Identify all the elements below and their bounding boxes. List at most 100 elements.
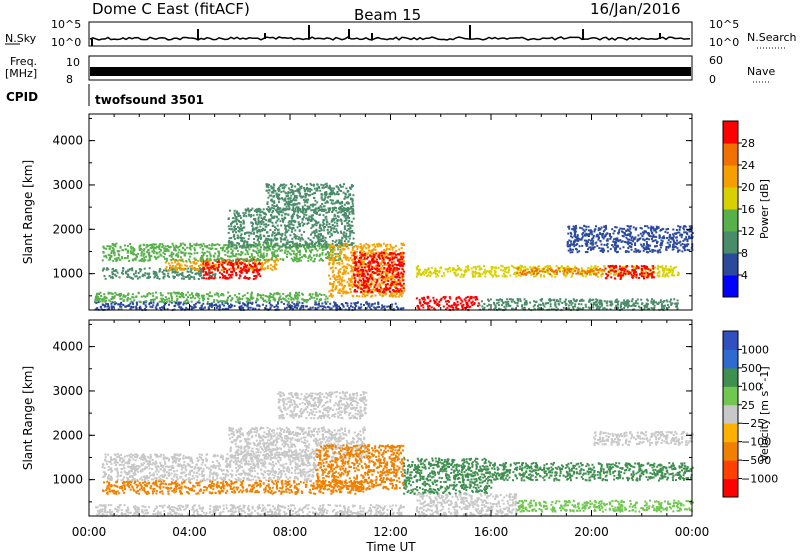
data-cell <box>394 295 396 297</box>
data-cell <box>214 268 216 270</box>
data-cell <box>399 288 401 290</box>
data-cell <box>125 272 127 274</box>
data-cell <box>360 291 362 293</box>
data-cell <box>440 299 442 301</box>
data-cell <box>505 308 507 310</box>
data-cell <box>297 258 299 260</box>
data-cell <box>381 304 383 306</box>
data-cell <box>130 250 132 252</box>
data-cell <box>296 235 298 237</box>
data-cell <box>427 296 429 298</box>
data-cell <box>263 235 265 237</box>
data-cell <box>298 301 300 303</box>
data-cell <box>238 253 240 255</box>
data-cell <box>330 267 332 269</box>
data-cell <box>163 269 165 271</box>
data-cell <box>286 256 288 258</box>
data-cell <box>299 216 301 218</box>
data-cell <box>230 262 232 264</box>
data-cell <box>371 268 373 270</box>
data-cell <box>298 260 300 262</box>
data-cell <box>166 266 168 268</box>
data-cell <box>244 270 246 272</box>
data-cell <box>287 251 289 253</box>
data-cell <box>260 269 262 271</box>
data-cell <box>284 228 286 230</box>
data-cell <box>202 303 204 305</box>
data-cell <box>268 192 270 194</box>
data-cell <box>279 198 281 200</box>
data-cell <box>325 237 327 239</box>
data-cell <box>235 253 237 255</box>
data-cell <box>310 220 312 222</box>
data-cell <box>236 223 238 225</box>
data-cell <box>349 187 351 189</box>
data-cell <box>288 298 290 300</box>
data-cell <box>242 244 244 246</box>
data-cell <box>357 301 359 303</box>
data-cell <box>374 246 376 248</box>
data-cell <box>276 244 278 246</box>
data-cell <box>237 257 239 259</box>
data-cell <box>338 270 340 272</box>
data-cell <box>187 268 189 270</box>
data-cell <box>99 301 101 303</box>
data-cell <box>167 273 169 275</box>
data-cell <box>237 234 239 236</box>
data-cell <box>231 241 233 243</box>
data-cell <box>235 274 237 276</box>
data-cell <box>242 212 244 214</box>
data-cell <box>592 306 594 308</box>
data-cell <box>126 305 128 307</box>
data-cell <box>291 258 293 260</box>
data-cell <box>310 204 312 206</box>
data-cell <box>358 307 360 309</box>
data-cell <box>337 306 339 308</box>
data-cell <box>176 274 178 276</box>
data-cell <box>357 270 359 272</box>
data-cell <box>364 253 366 255</box>
data-cell <box>132 306 134 308</box>
data-cell <box>254 256 256 258</box>
data-cell <box>399 284 401 286</box>
data-cell <box>310 259 312 261</box>
data-cell <box>362 270 364 272</box>
data-cell <box>371 258 373 260</box>
data-cell <box>283 303 285 305</box>
data-cell <box>346 256 348 258</box>
data-cell <box>341 280 343 282</box>
data-cell <box>211 243 213 245</box>
data-cell <box>347 263 349 265</box>
data-cell <box>545 303 547 305</box>
data-cell <box>151 306 153 308</box>
data-cell <box>266 253 268 255</box>
data-cell <box>402 279 404 281</box>
data-cell <box>207 301 209 303</box>
data-cell <box>210 255 212 257</box>
data-cell <box>282 258 284 260</box>
data-cell <box>466 303 468 305</box>
data-cell <box>261 229 263 231</box>
data-cell <box>152 292 154 294</box>
data-cell <box>389 248 391 250</box>
data-cell <box>325 296 327 298</box>
data-cell <box>149 257 151 259</box>
data-cell <box>202 263 204 265</box>
data-cell <box>255 265 257 267</box>
data-cell <box>340 220 342 222</box>
data-cell <box>247 208 249 210</box>
data-cell <box>193 307 195 309</box>
data-cell <box>351 244 353 246</box>
data-cell <box>253 233 255 235</box>
data-cell <box>311 241 313 243</box>
data-cell <box>316 183 318 185</box>
data-cell <box>280 258 282 260</box>
data-cell <box>276 216 278 218</box>
data-cell <box>360 264 362 266</box>
data-cell <box>237 300 239 302</box>
data-cell <box>327 233 329 235</box>
data-cell <box>345 291 347 293</box>
data-cell <box>349 233 351 235</box>
data-cell <box>291 305 293 307</box>
data-cell <box>168 262 170 264</box>
